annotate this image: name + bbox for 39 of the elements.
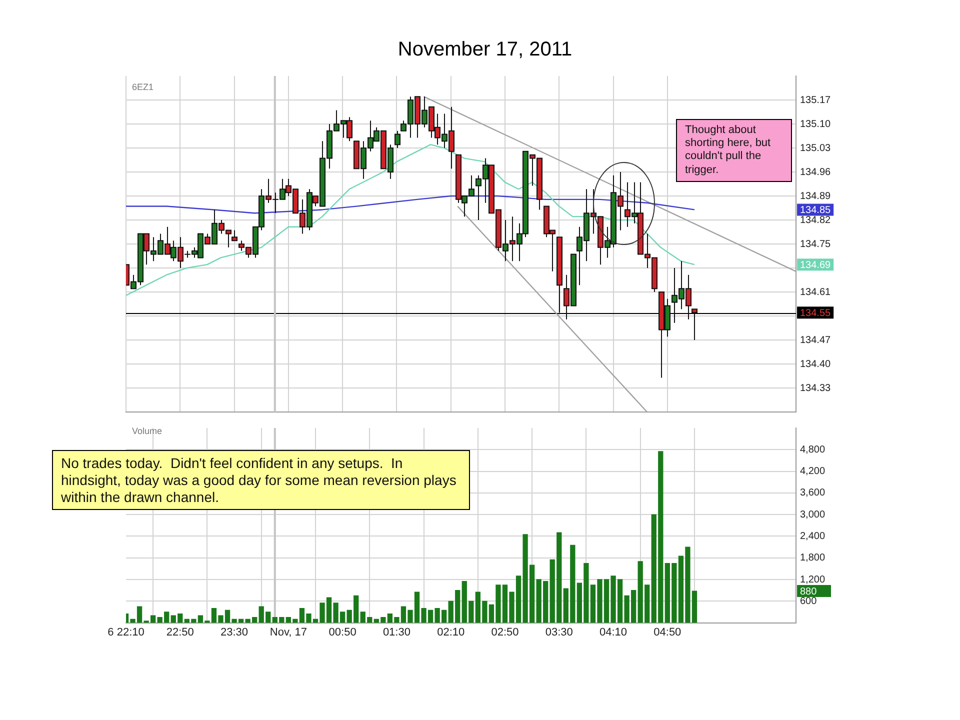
text: 134.85 xyxy=(800,204,832,216)
y-tick-label: 134.33 xyxy=(800,382,832,394)
y-tick-label: 134.96 xyxy=(800,166,832,178)
x-tick-label: 22:50 xyxy=(166,626,194,638)
y-tick-label: 134.47 xyxy=(800,334,832,346)
annotation: Thought about shorting here, but couldn't pull the trigger. xyxy=(676,119,792,182)
y-tick-label: 600 xyxy=(800,596,818,607)
x-tick-label: 23:30 xyxy=(220,626,248,638)
ref-line-label: 134.55 xyxy=(800,308,832,319)
x-tick-label: 01:30 xyxy=(382,626,410,638)
y-tick-label: 134.89 xyxy=(800,190,832,202)
y-tick-label: 3,000 xyxy=(800,509,826,520)
x-tick-label: 04:50 xyxy=(654,626,682,638)
text: 134.69 xyxy=(800,260,832,271)
y-tick-label: 1,200 xyxy=(800,574,826,586)
y-tick-label: 134.82 xyxy=(800,214,832,226)
x-tick-label: 6 22:10 xyxy=(108,626,144,638)
x-tick-label: 03:30 xyxy=(545,626,573,638)
y-tick-label: 1,800 xyxy=(800,552,826,564)
y-tick-label: 134.61 xyxy=(800,286,832,298)
y-tick-label: 135.03 xyxy=(800,142,832,154)
y-tick-label: 4,200 xyxy=(800,466,826,478)
y-tick-label: 134.75 xyxy=(800,238,832,250)
text: 880 xyxy=(800,586,818,598)
y-tick-label: 3,600 xyxy=(800,488,826,499)
chart-title: November 17, 2011 xyxy=(398,38,572,61)
x-tick-label: Nov, 17 xyxy=(270,626,307,638)
y-tick-label: 2,400 xyxy=(800,530,826,542)
y-tick-label: 135.17 xyxy=(800,94,832,106)
annotation: 6EZ1 xyxy=(132,82,154,92)
x-tick-label: 00:50 xyxy=(328,626,356,638)
annotation: Volume xyxy=(132,426,162,436)
x-tick-label: 04:10 xyxy=(600,626,628,638)
y-tick-label: 4,800 xyxy=(800,444,826,456)
x-tick-label: 02:10 xyxy=(437,626,465,638)
annotation: No trades today. Didn't feel confident in any setups. In hindsight, today was a good day for some mean reversion plays within the drawn channel. xyxy=(52,450,470,510)
x-tick-label: 02:50 xyxy=(491,626,519,638)
y-tick-label: 135.10 xyxy=(800,118,832,130)
y-tick-label: 134.40 xyxy=(800,358,832,370)
